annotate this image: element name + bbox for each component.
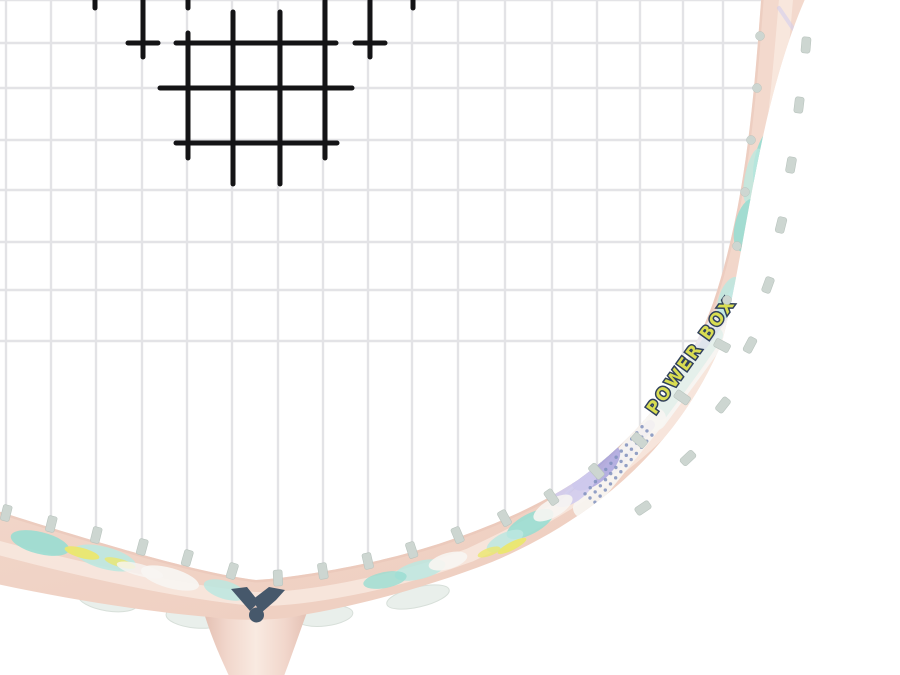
racket-shaft — [203, 607, 309, 675]
outer-grommets — [634, 36, 812, 516]
victor-v-logo-icon — [231, 587, 285, 623]
victor-string-stencil — [92, 0, 416, 187]
string-grommet-sleeves — [0, 31, 765, 587]
